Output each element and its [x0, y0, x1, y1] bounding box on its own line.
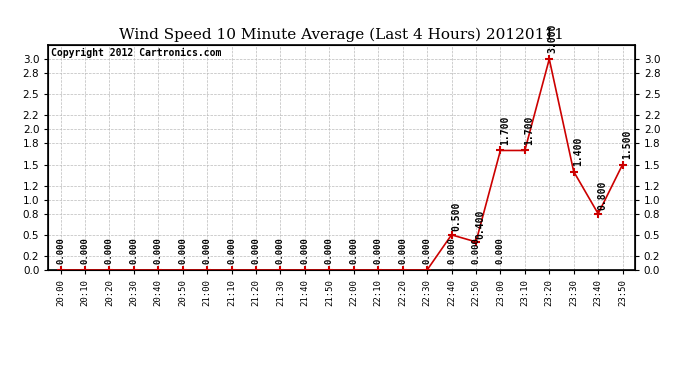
Text: Copyright 2012 Cartronics.com: Copyright 2012 Cartronics.com [51, 48, 221, 58]
Text: 0.000: 0.000 [178, 237, 187, 264]
Text: 0.000: 0.000 [325, 237, 334, 264]
Text: 0.000: 0.000 [203, 237, 212, 264]
Text: 0.000: 0.000 [129, 237, 138, 264]
Text: 0.800: 0.800 [598, 181, 607, 210]
Text: 1.700: 1.700 [524, 116, 534, 145]
Text: 3.000: 3.000 [547, 24, 558, 54]
Text: 0.000: 0.000 [496, 237, 505, 264]
Text: 0.000: 0.000 [154, 237, 163, 264]
Text: 0.000: 0.000 [374, 237, 383, 264]
Text: 0.000: 0.000 [300, 237, 309, 264]
Text: 0.000: 0.000 [56, 237, 65, 264]
Text: 0.000: 0.000 [398, 237, 407, 264]
Text: 0.500: 0.500 [451, 201, 461, 231]
Text: 0.000: 0.000 [349, 237, 358, 264]
Title: Wind Speed 10 Minute Average (Last 4 Hours) 20120111: Wind Speed 10 Minute Average (Last 4 Hou… [119, 28, 564, 42]
Text: 0.000: 0.000 [252, 237, 261, 264]
Text: 0.000: 0.000 [81, 237, 90, 264]
Text: 0.000: 0.000 [105, 237, 114, 264]
Text: 1.400: 1.400 [573, 136, 583, 166]
Text: 1.700: 1.700 [500, 116, 510, 145]
Text: 0.000: 0.000 [227, 237, 236, 264]
Text: 0.000: 0.000 [471, 237, 480, 264]
Text: 0.400: 0.400 [475, 210, 485, 239]
Text: 0.000: 0.000 [422, 237, 431, 264]
Text: 0.000: 0.000 [276, 237, 285, 264]
Text: 0.000: 0.000 [447, 237, 456, 264]
Text: 1.500: 1.500 [622, 129, 632, 159]
